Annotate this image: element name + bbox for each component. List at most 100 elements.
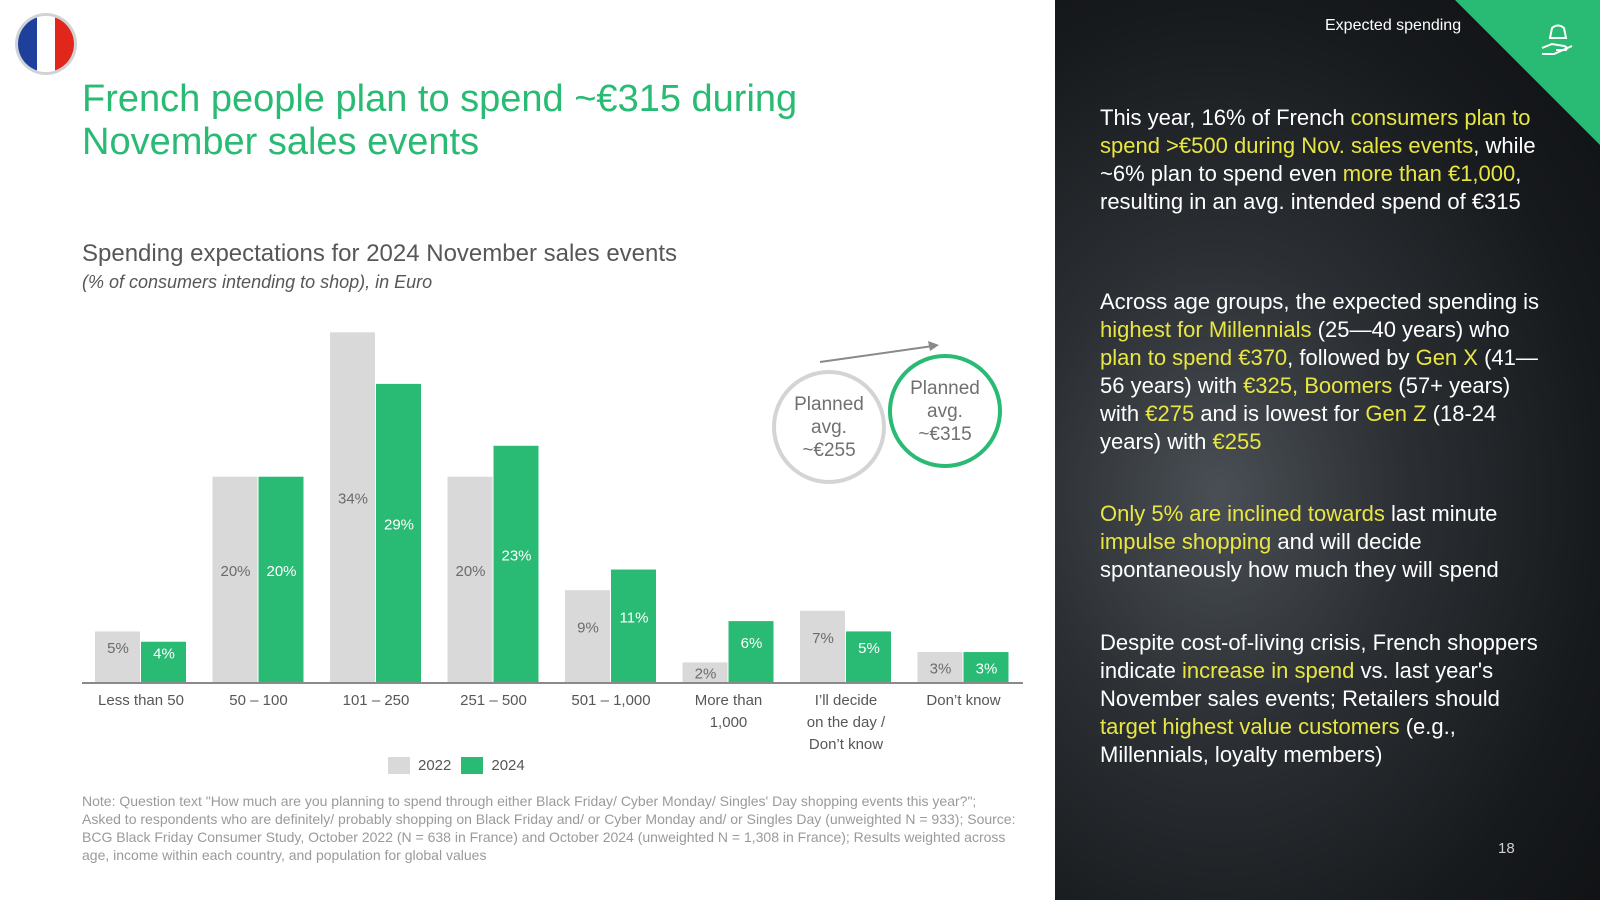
bar-2024-1 bbox=[141, 641, 186, 683]
bar-2024-8 bbox=[963, 652, 1009, 683]
paragraph-2-run-14: €255 bbox=[1212, 429, 1262, 454]
paragraph-4-run-5: (e.g., Millennials, loyalty members) bbox=[1100, 714, 1456, 767]
data-label-2022-3: 34% bbox=[338, 491, 368, 508]
paragraph-2-run-12: Gen Z bbox=[1365, 401, 1427, 426]
paragraph-2-run-11: and is lowest for bbox=[1194, 401, 1366, 426]
page-number: 18 bbox=[1498, 840, 1515, 857]
data-label-2024-1: 4% bbox=[153, 645, 175, 662]
paragraph-2-run-7: (41—56 years) with bbox=[1100, 345, 1538, 398]
category-label-6: More than bbox=[695, 692, 763, 709]
insight-paragraph-4: Despite cost-of-living crisis, French sh… bbox=[1100, 629, 1550, 769]
paragraph-2-run-6: Gen X bbox=[1415, 345, 1478, 370]
paragraph-1-run-4: more than €1,000 bbox=[1342, 161, 1516, 186]
chart-subtitle-note: (% of consumers intending to shop), in E… bbox=[82, 272, 433, 292]
paragraph-4-run-1: Despite cost-of-living crisis, French sh… bbox=[1100, 630, 1538, 683]
badge-new-line2: avg. bbox=[927, 400, 963, 422]
planned-avg-2022-badge: Planned avg. ~€255 bbox=[772, 370, 886, 484]
paragraph-2-run-5: , followed by bbox=[1287, 345, 1416, 370]
paragraph-2-run-1: Across age groups, the expected spending… bbox=[1100, 289, 1540, 314]
legend-label-2022: 2022 bbox=[418, 757, 452, 774]
category-label-5: 501 – 1,000 bbox=[571, 692, 650, 709]
bar-2022-5 bbox=[565, 590, 610, 683]
category-label-6: 1,000 bbox=[710, 714, 748, 731]
corner-accent bbox=[1455, 0, 1600, 145]
paragraph-4-run-4: target highest value customers bbox=[1100, 714, 1400, 739]
legend-swatch-2022 bbox=[388, 757, 410, 774]
france-flag-icon bbox=[18, 16, 74, 72]
footnote: Note: Question text "How much are you pl… bbox=[82, 793, 1016, 863]
badge-old-value: ~€255 bbox=[802, 439, 856, 461]
bar-2022-1 bbox=[95, 631, 140, 683]
paragraph-3-run-1: Only 5% are inclined towards bbox=[1100, 501, 1385, 526]
chart-legend: 2022 2024 bbox=[388, 757, 535, 774]
category-label-7: Don’t know bbox=[809, 736, 883, 753]
data-label-2024-6: 6% bbox=[741, 635, 763, 652]
category-label-7: on the day / bbox=[807, 714, 886, 731]
legend-label-2024: 2024 bbox=[491, 757, 525, 774]
insight-paragraph-1: This year, 16% of French consumers plan … bbox=[1100, 104, 1550, 216]
badge-old-line2: avg. bbox=[811, 416, 847, 438]
data-label-2024-4: 23% bbox=[501, 547, 531, 564]
category-label-1: Less than 50 bbox=[98, 692, 184, 709]
chart-subtitle: Spending expectations for 2024 November … bbox=[82, 240, 678, 267]
data-label-2024-3: 29% bbox=[384, 516, 414, 533]
bar-2024-5 bbox=[611, 569, 656, 683]
page-title: French people plan to spend ~€315 during… bbox=[82, 78, 798, 163]
legend-item-2024: 2024 bbox=[461, 757, 525, 774]
paragraph-2-run-2: highest for Millennials bbox=[1100, 317, 1312, 342]
paragraph-2-run-13: (18-24 years) with bbox=[1100, 401, 1497, 454]
data-label-2022-7: 7% bbox=[812, 630, 834, 647]
data-label-2024-7: 5% bbox=[858, 640, 880, 657]
paragraph-4-run-2: increase in spend bbox=[1181, 658, 1355, 683]
bar-2022-7 bbox=[800, 610, 845, 683]
paragraph-2-run-9: (57+ years) with bbox=[1100, 373, 1511, 426]
bar-2024-7 bbox=[846, 631, 891, 683]
paragraph-1-run-3: , while ~6% plan to spend even bbox=[1100, 133, 1536, 186]
bar-2022-6 bbox=[682, 662, 728, 683]
paragraph-1-run-2: consumers plan to spend >€500 during Nov… bbox=[1100, 105, 1531, 158]
data-label-2022-2: 20% bbox=[220, 563, 250, 580]
badge-new-value: ~€315 bbox=[918, 423, 972, 445]
bar-2024-6 bbox=[728, 621, 774, 683]
category-label-3: 101 – 250 bbox=[343, 692, 410, 709]
bar-2022-3 bbox=[330, 332, 375, 683]
paragraph-3-run-3: impulse shopping bbox=[1100, 529, 1272, 554]
data-label-2024-5: 11% bbox=[620, 609, 649, 626]
planned-avg-2024-badge: Planned avg. ~€315 bbox=[888, 354, 1002, 468]
insight-paragraph-2: Across age groups, the expected spending… bbox=[1100, 288, 1550, 456]
data-label-2022-4: 20% bbox=[455, 563, 485, 580]
left-panel: French people plan to spend ~€315 during… bbox=[18, 16, 1023, 863]
paragraph-2-run-10: €275 bbox=[1145, 401, 1195, 426]
paragraph-1-run-1: This year, 16% of French bbox=[1100, 105, 1351, 130]
category-label-8: Don’t know bbox=[926, 692, 1000, 709]
paragraph-4-run-3: vs. last year's November sales events; R… bbox=[1100, 658, 1500, 711]
data-label-2022-1: 5% bbox=[107, 640, 129, 657]
paragraph-3-run-4: and will decide spontaneously how much t… bbox=[1100, 529, 1499, 582]
bar-2022-8 bbox=[917, 652, 963, 683]
section-label: Expected spending bbox=[1325, 17, 1462, 34]
data-label-2022-6: 2% bbox=[695, 666, 717, 683]
data-label-2024-8: 3% bbox=[976, 661, 998, 678]
right-panel: Expected spending This year, 16% of Fren… bbox=[1055, 0, 1600, 900]
paragraph-1-run-5: , resulting in an avg. intended spend of… bbox=[1100, 161, 1522, 214]
trend-arrow-icon bbox=[819, 341, 939, 363]
category-label-2: 50 – 100 bbox=[229, 692, 287, 709]
data-label-2022-8: 3% bbox=[930, 661, 952, 678]
paragraph-2-run-8: €325, Boomers bbox=[1243, 373, 1393, 398]
paragraph-3-run-2: last minute bbox=[1384, 501, 1498, 526]
bar-2024-2 bbox=[258, 476, 304, 683]
legend-swatch-2024 bbox=[461, 757, 484, 774]
paragraph-2-run-3: (25—40 years) who bbox=[1311, 317, 1510, 342]
spending-bar-chart: 5% 4% Less than 50 20% 20% 50 – 100 34% 29% 101 … bbox=[82, 332, 1023, 753]
bar-2022-4 bbox=[447, 476, 493, 683]
badge-old-line1: Planned bbox=[794, 393, 864, 415]
data-label-2024-2: 20% bbox=[266, 563, 296, 580]
data-label-2022-5: 9% bbox=[577, 620, 599, 637]
insight-paragraph-3: Only 5% are inclined towards last minute… bbox=[1100, 500, 1550, 584]
legend-item-2022: 2022 bbox=[388, 757, 451, 774]
bar-2024-3 bbox=[376, 383, 421, 683]
paragraph-2-run-4: plan to spend €370 bbox=[1100, 345, 1288, 370]
category-label-4: 251 – 500 bbox=[460, 692, 527, 709]
bar-2024-4 bbox=[493, 445, 539, 683]
shopping-hand-icon bbox=[1541, 24, 1573, 55]
